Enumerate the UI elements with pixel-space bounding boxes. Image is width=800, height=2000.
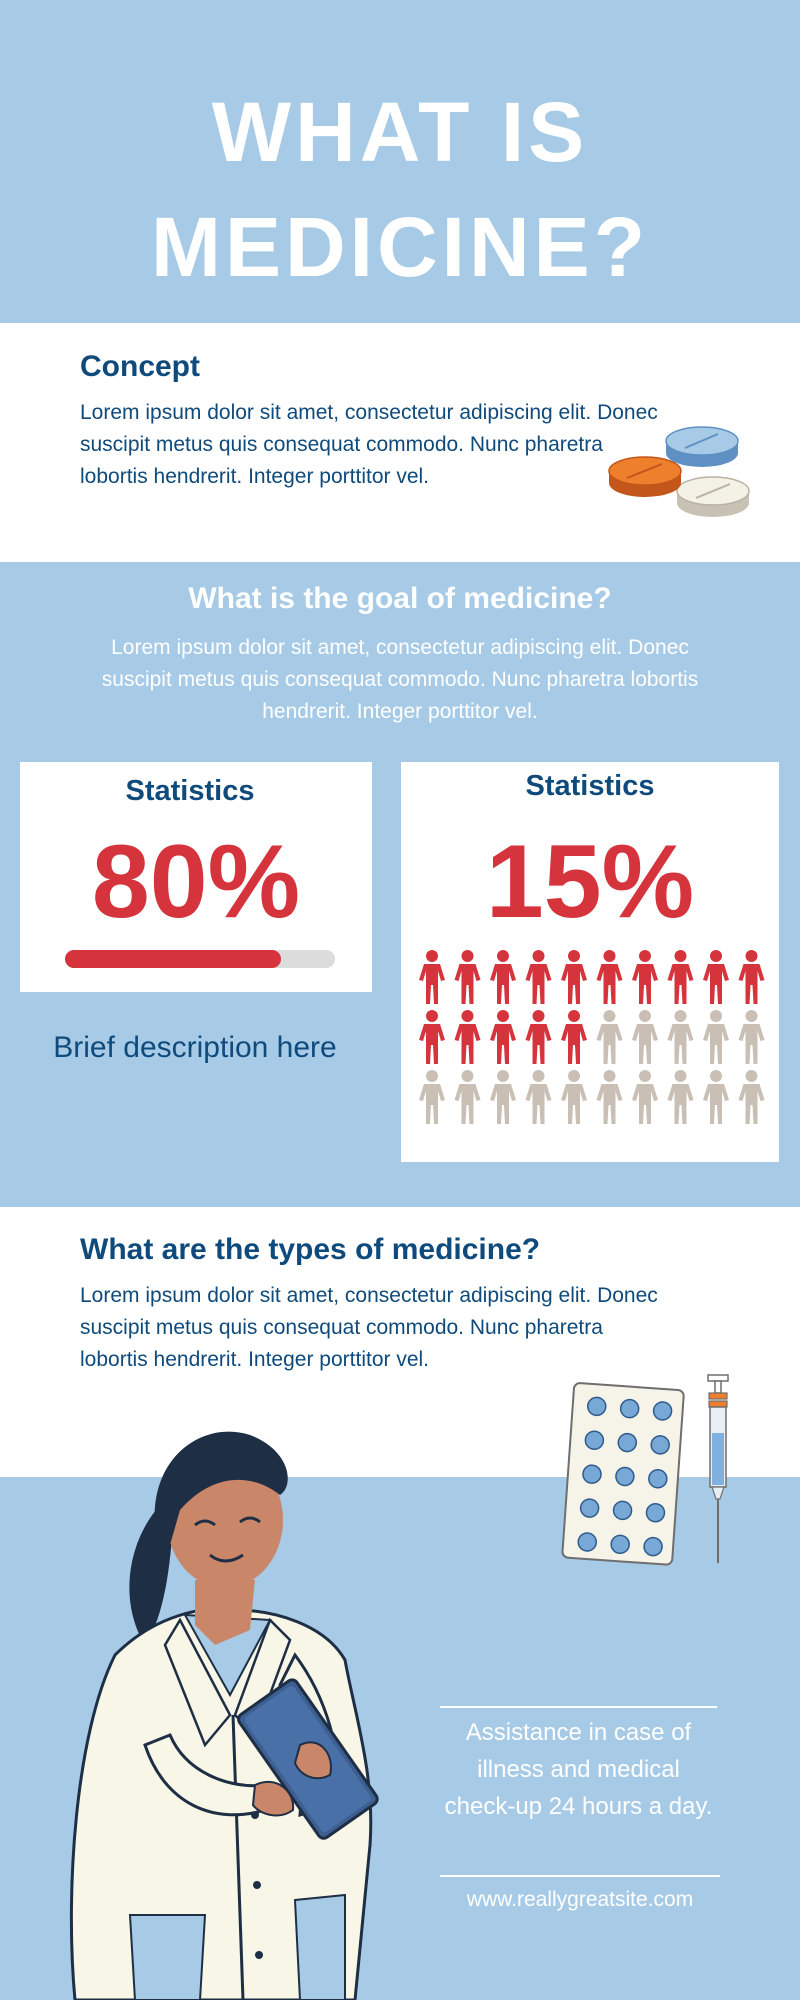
- tablet-icon: [615, 1466, 635, 1487]
- tablet-icon: [648, 1469, 668, 1489]
- tablet-icon: [619, 1398, 640, 1419]
- goal-title: What is the goal of medicine?: [188, 582, 612, 615]
- person-icon: [454, 1070, 481, 1124]
- person-icon: [703, 1070, 729, 1124]
- brief-description: Brief description here: [53, 1031, 337, 1064]
- person-icon: [490, 1010, 516, 1064]
- concept-text: Lorem ipsum dolor sit amet, consectetur …: [80, 401, 658, 488]
- person-icon: [632, 1010, 658, 1064]
- progress-bar: [65, 950, 335, 968]
- person-icon: [454, 950, 481, 1004]
- tablet-icon: [582, 1464, 602, 1484]
- website-link[interactable]: www.reallygreatsite.com: [466, 1888, 694, 1911]
- person-icon: [596, 950, 623, 1004]
- stat-card-1-label: Statistics: [125, 775, 255, 807]
- person-icon: [419, 950, 445, 1004]
- blister-pack-icon: [561, 1382, 685, 1566]
- people-grid: [419, 950, 765, 1124]
- person-icon: [632, 950, 658, 1004]
- tablet-icon: [652, 1401, 673, 1421]
- person-icon: [667, 950, 694, 1004]
- pills-icon: [608, 426, 750, 517]
- person-icon: [703, 1010, 729, 1064]
- person-icon: [490, 1070, 516, 1124]
- syringe-icon: [707, 1374, 729, 1563]
- assistance-text: Assistance in case of illness and medica…: [444, 1719, 713, 1820]
- tablet-icon: [584, 1430, 605, 1451]
- person-icon: [667, 1010, 694, 1064]
- goal-text: Lorem ipsum dolor sit amet, consectetur …: [101, 636, 699, 723]
- person-icon: [525, 1010, 552, 1064]
- header-banner: [0, 0, 800, 323]
- person-icon: [738, 1010, 765, 1064]
- tablet-icon: [645, 1502, 666, 1523]
- person-icon: [667, 1070, 694, 1124]
- tablet-icon: [610, 1534, 630, 1555]
- person-icon: [454, 1010, 481, 1064]
- person-icon: [561, 950, 587, 1004]
- person-icon: [490, 950, 516, 1004]
- person-icon: [525, 1070, 552, 1124]
- page-title-line2: MEDICINE?: [151, 200, 649, 294]
- tablet-icon: [586, 1396, 607, 1417]
- person-icon: [738, 950, 765, 1004]
- tablet-icon: [612, 1500, 633, 1521]
- page-title-line1: WHAT IS: [211, 85, 589, 179]
- progress-bar-fill: [65, 950, 281, 968]
- types-text: Lorem ipsum dolor sit amet, consectetur …: [80, 1284, 658, 1371]
- person-icon: [561, 1070, 587, 1124]
- person-icon: [419, 1010, 445, 1064]
- tablet-icon: [617, 1432, 638, 1453]
- person-icon: [525, 950, 552, 1004]
- person-icon: [703, 950, 729, 1004]
- person-icon: [596, 1070, 623, 1124]
- stat-card-1-value: 80%: [91, 824, 301, 940]
- concept-title: Concept: [80, 350, 200, 383]
- divider-top: [440, 1706, 717, 1708]
- divider-bottom: [440, 1875, 720, 1877]
- person-icon: [632, 1070, 658, 1124]
- person-icon: [738, 1070, 765, 1124]
- person-icon: [561, 1010, 587, 1064]
- tablet-icon: [579, 1498, 600, 1518]
- tablet-icon: [650, 1435, 670, 1455]
- person-icon: [419, 1070, 445, 1124]
- person-icon: [596, 1010, 623, 1064]
- tablet-icon: [577, 1532, 598, 1552]
- tablet-icon: [643, 1536, 663, 1557]
- doctor-illustration: [69, 1431, 379, 2000]
- stat-card-2-value: 15%: [485, 824, 695, 940]
- types-title: What are the types of medicine?: [80, 1233, 541, 1266]
- stat-card-2-label: Statistics: [525, 770, 655, 802]
